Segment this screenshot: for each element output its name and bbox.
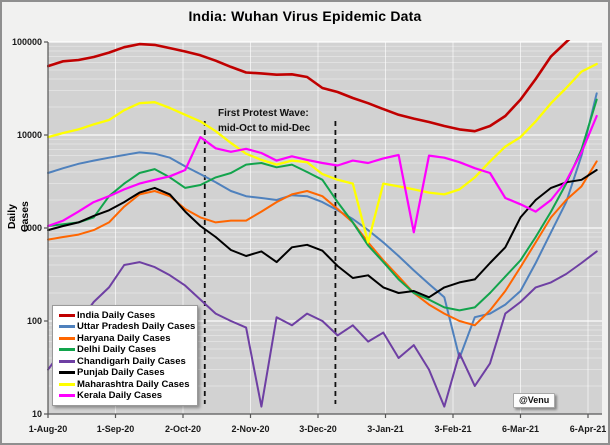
x-tick-label: 2-Oct-20	[165, 424, 201, 434]
legend-label: Chandigarh Daily Cases	[77, 355, 186, 367]
series-line-chandigarh-daily-cases	[47, 250, 598, 408]
legend-swatch	[59, 336, 75, 340]
series-line-kerala-daily-cases	[47, 114, 598, 234]
legend-item-maharashtra-daily-cases: Maharashtra Daily Cases	[59, 379, 193, 390]
annotation-line1: First Protest Wave:	[218, 108, 309, 119]
legend-item-kerala-daily-cases: Kerala Daily Cases	[59, 390, 193, 401]
legend-label: Delhi Daily Cases	[77, 344, 157, 356]
legend-item-haryana-daily-cases: Haryana Daily Cases	[59, 333, 193, 344]
legend-label: Kerala Daily Cases	[77, 389, 163, 401]
series-line-uttar-pradesh-daily-cases	[47, 92, 598, 359]
series-line-maharashtra-daily-cases	[47, 62, 598, 244]
legend-item-chandigarh-daily-cases: Chandigarh Daily Cases	[59, 356, 193, 367]
legend-swatch	[59, 325, 75, 329]
annotation-line2: mid-Oct to mid-Dec	[218, 123, 311, 134]
y-tick-label: 100	[27, 316, 42, 326]
x-tick-label: 3-Feb-21	[434, 424, 471, 434]
x-tick-label: 1-Aug-20	[29, 424, 68, 434]
x-tick-label: 2-Nov-20	[231, 424, 269, 434]
protest-wave-annotation: First Protest Wave: mid-Oct to mid-Dec	[218, 106, 310, 136]
legend-item-delhi-daily-cases: Delhi Daily Cases	[59, 344, 193, 355]
legend-label: Punjab Daily Cases	[77, 367, 165, 379]
x-tick-label: 6-Apr-21	[570, 424, 607, 434]
legend-swatch	[59, 359, 75, 363]
x-tick-label: 3-Jan-21	[367, 424, 404, 434]
y-tick-label: 10	[32, 409, 42, 419]
series-line-india-daily-cases	[47, 40, 571, 133]
legend-label: Maharashtra Daily Cases	[77, 378, 190, 390]
legend-item-uttar-pradesh-daily-cases: Uttar Pradesh Daily Cases	[59, 321, 196, 333]
legend-label: Haryana Daily Cases	[77, 332, 171, 344]
series-line-delhi-daily-cases	[47, 98, 598, 312]
x-tick-label: 6-Mar-21	[502, 424, 539, 434]
y-tick-label: 1000	[22, 223, 42, 233]
watermark: @Venu	[513, 393, 556, 408]
legend: India Daily Cases Uttar Pradesh Daily Cas…	[52, 305, 198, 406]
legend-swatch	[59, 314, 75, 317]
legend-item-india-daily-cases: India Daily Cases	[59, 310, 193, 321]
legend-label: Uttar Pradesh Daily Cases	[77, 321, 196, 333]
y-tick-label: 10000	[17, 130, 42, 140]
legend-item-punjab-daily-cases: Punjab Daily Cases	[59, 367, 193, 378]
x-tick-label: 1-Sep-20	[97, 424, 135, 434]
y-axis-title: Daily Cases	[2, 152, 34, 282]
legend-swatch	[59, 371, 75, 375]
legend-label: India Daily Cases	[77, 310, 156, 321]
y-axis-title-line2: Cases	[17, 201, 30, 233]
series-line-punjab-daily-cases	[47, 169, 598, 299]
y-axis-title-text: Daily Cases	[5, 202, 30, 233]
x-tick-label: 3-Dec-20	[299, 424, 337, 434]
y-tick-label: 100000	[12, 37, 42, 47]
legend-swatch	[59, 382, 75, 386]
y-axis-title-line1: Daily	[5, 204, 18, 230]
series-line-haryana-daily-cases	[47, 160, 598, 327]
legend-swatch	[59, 393, 75, 397]
legend-swatch	[59, 348, 75, 352]
chart-title: India: Wuhan Virus Epidemic Data	[188, 8, 422, 24]
